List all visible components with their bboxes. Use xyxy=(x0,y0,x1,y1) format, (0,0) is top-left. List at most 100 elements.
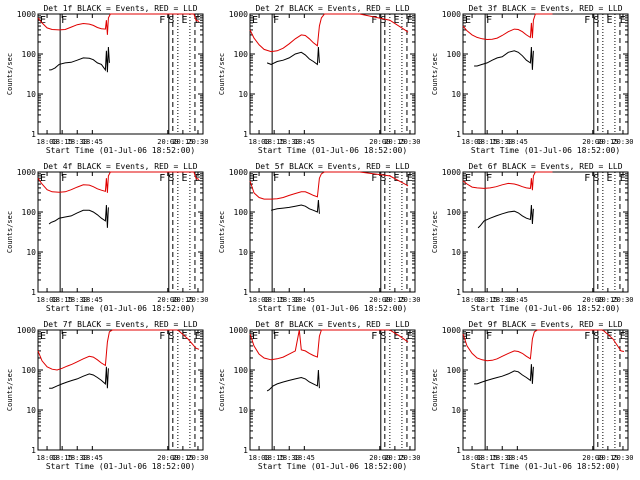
series-events-line xyxy=(474,364,534,385)
x-tick-label: 20:30 xyxy=(187,454,208,462)
interval-letter: F xyxy=(159,15,165,26)
y-tick-label: 1 xyxy=(243,130,248,139)
y-tick-label: 1000 xyxy=(229,168,248,177)
y-tick-label: 1000 xyxy=(17,10,36,19)
x-tick-label: 18:15 xyxy=(477,296,498,304)
x-tick-label: 18:30 xyxy=(492,454,513,462)
interval-letter: E xyxy=(394,173,400,184)
x-tick-label: 18:00 xyxy=(462,296,483,304)
x-tick-label: 20:15 xyxy=(384,296,405,304)
interval-letter: F xyxy=(273,331,279,342)
x-tick-label: 20:15 xyxy=(172,296,193,304)
interval-letter: F xyxy=(61,331,67,342)
interval-letter: F xyxy=(584,15,590,26)
interval-letter: F xyxy=(486,331,492,342)
interval-letter: E xyxy=(40,173,46,184)
y-tick-label: 10 xyxy=(238,248,248,257)
y-tick-label: 100 xyxy=(447,50,462,59)
y-tick-label: 1 xyxy=(243,446,248,455)
x-tick-label: 20:30 xyxy=(187,296,208,304)
panel-title: Det 8f BLACK = Events, RED = LLD xyxy=(255,320,409,329)
series-lld-line xyxy=(249,171,409,200)
interval-letter: S xyxy=(593,15,599,26)
series-lld-line xyxy=(37,329,200,371)
y-axis-label: Counts/sec xyxy=(431,211,439,253)
x-tick-label: 20:15 xyxy=(597,454,618,462)
x-tick-label: 18:45 xyxy=(82,454,103,462)
interval-letter: F xyxy=(273,15,279,26)
interval-letter: F xyxy=(371,173,377,184)
x-tick-label: 20:00 xyxy=(157,138,178,146)
x-tick-label: 20:15 xyxy=(172,138,193,146)
y-tick-label: 100 xyxy=(234,366,249,375)
interval-letter: E xyxy=(407,173,413,184)
series-events-line xyxy=(48,204,109,228)
x-tick-label: 20:15 xyxy=(597,296,618,304)
y-axis-label: Counts/sec xyxy=(431,53,439,95)
y-tick-label: 1 xyxy=(456,288,461,297)
series-lld-line xyxy=(249,13,409,53)
panel-title: Det 6f BLACK = Events, RED = LLD xyxy=(468,162,622,171)
y-axis-label: Counts/sec xyxy=(218,369,226,411)
interval-letter: F xyxy=(371,15,377,26)
series-events-line xyxy=(49,366,109,389)
x-tick-label: 18:15 xyxy=(52,296,73,304)
x-tick-label: 18:45 xyxy=(294,454,315,462)
x-tick-label: 20:15 xyxy=(172,454,193,462)
series-lld-line xyxy=(462,171,553,191)
y-tick-label: 1 xyxy=(456,446,461,455)
x-tick-label: 20:00 xyxy=(157,296,178,304)
interval-letter: E xyxy=(607,173,613,184)
y-tick-label: 1 xyxy=(31,288,36,297)
x-tick-label: 20:30 xyxy=(612,138,633,146)
y-axis-label: Counts/sec xyxy=(6,211,14,253)
y-tick-label: 10 xyxy=(451,248,461,257)
x-tick-label: 20:15 xyxy=(384,454,405,462)
interval-letter: E xyxy=(40,331,46,342)
x-tick-label: 20:00 xyxy=(369,454,390,462)
x-tick-label: 18:30 xyxy=(492,296,513,304)
x-tick-label: 20:00 xyxy=(582,454,603,462)
y-tick-label: 100 xyxy=(234,208,249,217)
interval-letter: F xyxy=(273,173,279,184)
x-tick-label: 18:00 xyxy=(37,296,58,304)
y-tick-label: 100 xyxy=(22,50,37,59)
x-tick-label: 20:30 xyxy=(399,138,420,146)
series-lld-line xyxy=(37,171,200,193)
x-tick-label: 18:00 xyxy=(462,138,483,146)
series-events-line xyxy=(474,46,534,70)
interval-letter: S xyxy=(380,173,386,184)
y-tick-label: 100 xyxy=(234,50,249,59)
series-lld-line xyxy=(462,329,625,362)
x-tick-label: 20:00 xyxy=(582,296,603,304)
panel-det-6f: Det 6f BLACK = Events, RED = LLD 1 10 100 10… xyxy=(431,162,634,313)
series-lld-line xyxy=(462,13,553,41)
interval-letter: E xyxy=(394,15,400,26)
panel-det-3f: Det 3f BLACK = Events, RED = LLD 1 10 100 10… xyxy=(431,4,634,155)
series-events-line xyxy=(266,46,320,66)
x-tick-label: 20:30 xyxy=(612,296,633,304)
x-axis-label: Start Time (01-Jul-06 18:52:00) xyxy=(46,146,195,155)
y-tick-label: 1000 xyxy=(17,168,36,177)
series-events-line xyxy=(49,46,110,73)
interval-letter: E xyxy=(252,15,258,26)
panel-title: Det 7f BLACK = Events, RED = LLD xyxy=(43,320,197,329)
x-tick-label: 18:30 xyxy=(67,138,88,146)
x-tick-label: 18:15 xyxy=(52,454,73,462)
interval-letter: F xyxy=(61,173,67,184)
x-axis-label: Start Time (01-Jul-06 18:52:00) xyxy=(46,462,195,471)
panel-det-1f: Det 1f BLACK = Events, RED = LLD 1 10 100 10… xyxy=(6,4,209,155)
y-tick-label: 10 xyxy=(451,90,461,99)
interval-letter: E xyxy=(182,173,188,184)
y-tick-label: 10 xyxy=(26,90,36,99)
x-tick-label: 18:00 xyxy=(249,454,270,462)
y-tick-label: 10 xyxy=(26,248,36,257)
x-tick-label: 20:30 xyxy=(612,454,633,462)
y-tick-label: 10 xyxy=(238,406,248,415)
y-axis-label: Counts/sec xyxy=(6,53,14,95)
interval-letter: F xyxy=(371,331,377,342)
interval-letter: E xyxy=(620,15,626,26)
x-tick-label: 18:45 xyxy=(507,138,528,146)
interval-letter: S xyxy=(168,15,174,26)
y-tick-label: 100 xyxy=(22,366,37,375)
